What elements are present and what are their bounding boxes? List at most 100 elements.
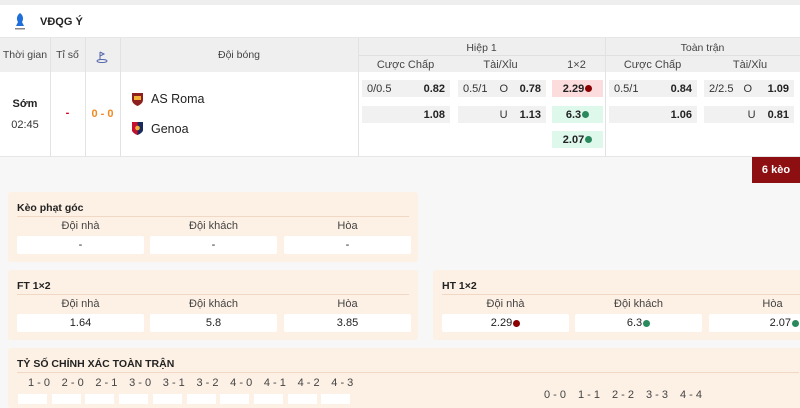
corner-away-odds[interactable]: -: [150, 236, 277, 254]
ht-label-home: Đội nhà: [486, 298, 525, 310]
ft-over-odds: 1.09: [767, 82, 789, 95]
ht-draw-value: 2.07: [769, 317, 791, 329]
ft-label-away: Đội khách: [189, 298, 238, 310]
ht-away-odds[interactable]: 6.3: [575, 314, 702, 332]
corner-title: Kèo phạt góc: [17, 202, 84, 214]
exact-score-odds[interactable]: [287, 394, 317, 404]
ft-1x2-panel: FT 1×2 Đội nhà Đội khách Hòa 1.64 5.8 3.…: [8, 270, 418, 340]
league-header: VĐQG Ý: [0, 5, 800, 38]
ft-handicap-line: 0.5/1: [614, 82, 639, 95]
h1-ou-line: 0.5/1: [463, 82, 488, 95]
header-teams: Đội bóng: [217, 49, 261, 61]
ft-handicap-home[interactable]: 0.5/1 0.84: [609, 80, 697, 97]
exact-score-odds[interactable]: [186, 394, 216, 404]
h1-handicap-home[interactable]: 0/0.5 0.82: [362, 80, 450, 97]
exact-score-odds[interactable]: [18, 394, 47, 404]
h1-handicap-line: 0/0.5: [367, 82, 392, 95]
h1-handicap-away[interactable]: 1.08: [362, 106, 450, 123]
genoa-logo-icon: [132, 122, 143, 135]
ft-under[interactable]: U 0.81: [704, 106, 794, 123]
home-team[interactable]: AS Roma: [151, 92, 205, 106]
ft-home-odds[interactable]: 1.64: [17, 314, 144, 332]
ft-ou-line: 2/2.5: [709, 82, 734, 95]
corner-home-odds[interactable]: -: [17, 236, 144, 254]
exact-score-odds[interactable]: [119, 394, 149, 404]
ft-title: FT 1×2: [17, 280, 51, 292]
odds-up-icon: [585, 136, 593, 143]
ht-title: HT 1×2: [442, 280, 477, 292]
ht-home-value: 2.29: [490, 317, 513, 329]
corner-flag-icon: [96, 51, 108, 63]
exact-score-draw-label: 4 - 4: [679, 389, 702, 401]
header-half: Hiệp 1: [466, 42, 497, 54]
under-label: U: [747, 108, 756, 121]
exact-score-label: 2 - 1: [95, 377, 118, 389]
ht-home-odds[interactable]: 2.29: [442, 314, 569, 332]
h1-over-odds: 0.78: [519, 82, 541, 95]
table-header: Thời gian Tỉ số Đội bóng Hiệp 1 Toàn trậ…: [0, 38, 800, 72]
header-score: Tỉ số: [56, 49, 79, 61]
exact-score-odds[interactable]: [51, 394, 81, 404]
away-team[interactable]: Genoa: [151, 122, 189, 136]
corner-label-draw: Hòa: [337, 220, 358, 232]
ft-over[interactable]: 2/2.5 O 1.09: [704, 80, 794, 97]
exact-score-draw-label: 2 - 2: [611, 389, 634, 401]
exact-score-odds[interactable]: [321, 394, 351, 404]
ht-label-away: Đội khách: [614, 298, 663, 310]
match-status: Sớm: [12, 98, 38, 110]
ht-draw-odds[interactable]: 2.07: [709, 314, 800, 332]
corner-label-home: Đội nhà: [61, 220, 100, 232]
ft-handicap-away[interactable]: 1.06: [609, 106, 697, 123]
header-h1-1x2: 1×2: [567, 59, 586, 71]
header-time: Thời gian: [2, 49, 48, 61]
exact-score-label: 4 - 3: [331, 377, 354, 389]
ft-draw-odds[interactable]: 3.85: [284, 314, 411, 332]
ft-handicap-home-odds: 0.84: [670, 82, 692, 95]
header-ft-handicap: Cược Chấp: [623, 59, 682, 71]
top-strip: [0, 0, 800, 5]
ft-label-draw: Hòa: [337, 298, 358, 310]
odds-down-icon: [513, 319, 521, 327]
odds-up-icon: [792, 319, 799, 327]
exact-score-odds[interactable]: [220, 394, 250, 404]
exact-score-title: TỶ SỐ CHÍNH XÁC TOÀN TRẬN: [17, 358, 175, 370]
ft-label-home: Đội nhà: [61, 298, 100, 310]
h1-home-odds: 2.29: [562, 82, 585, 95]
match-score: -: [65, 107, 70, 119]
serie-a-logo: [15, 13, 25, 30]
ht-label-draw: Hòa: [762, 298, 783, 310]
exact-score-draw-label: 0 - 0: [543, 389, 566, 401]
h1-handicap-away-odds: 1.08: [423, 108, 445, 121]
h1-1x2-draw[interactable]: 2.07: [552, 131, 603, 148]
corner-panel: Kèo phạt góc Đội nhà Đội khách Hòa - - -: [8, 192, 418, 262]
league-name: VĐQG Ý: [40, 16, 83, 28]
exact-score-label: 3 - 0: [129, 377, 152, 389]
roma-logo-icon: [132, 93, 143, 106]
h1-over[interactable]: 0.5/1 O 0.78: [458, 80, 546, 97]
exact-score-draw-label: 1 - 1: [577, 389, 600, 401]
h1-1x2-home[interactable]: 2.29: [552, 80, 603, 97]
corner-draw-odds[interactable]: -: [284, 236, 411, 254]
exact-score-label: 2 - 0: [61, 377, 84, 389]
ft-handicap-away-odds: 1.06: [670, 108, 692, 121]
exact-score-label: 4 - 2: [297, 377, 320, 389]
h1-handicap-home-odds: 0.82: [423, 82, 445, 95]
ft-away-odds[interactable]: 5.8: [150, 314, 277, 332]
match-time: 02:45: [11, 119, 39, 131]
match-row[interactable]: Sớm 02:45 - 0 - 0 AS Roma Genoa 0/0.5 0.8…: [0, 38, 800, 157]
h1-1x2-away[interactable]: 6.3: [552, 106, 603, 123]
more-odds-button[interactable]: 6 kèo: [752, 157, 800, 183]
ht-score: 0 - 0: [91, 108, 114, 120]
ft-under-odds: 0.81: [767, 108, 789, 121]
h1-draw-odds: 2.07: [562, 133, 585, 146]
exact-score-label: 3 - 1: [162, 377, 185, 389]
h1-under[interactable]: U 1.13: [458, 106, 546, 123]
over-label: O: [743, 82, 753, 95]
exact-score-label: 1 - 0: [27, 377, 50, 389]
odds-down-icon: [585, 85, 593, 92]
exact-score-odds[interactable]: [253, 394, 283, 404]
under-label: U: [499, 108, 508, 121]
exact-score-odds[interactable]: [85, 394, 115, 404]
header-full: Toàn trận: [680, 42, 725, 54]
exact-score-odds[interactable]: [152, 394, 182, 404]
